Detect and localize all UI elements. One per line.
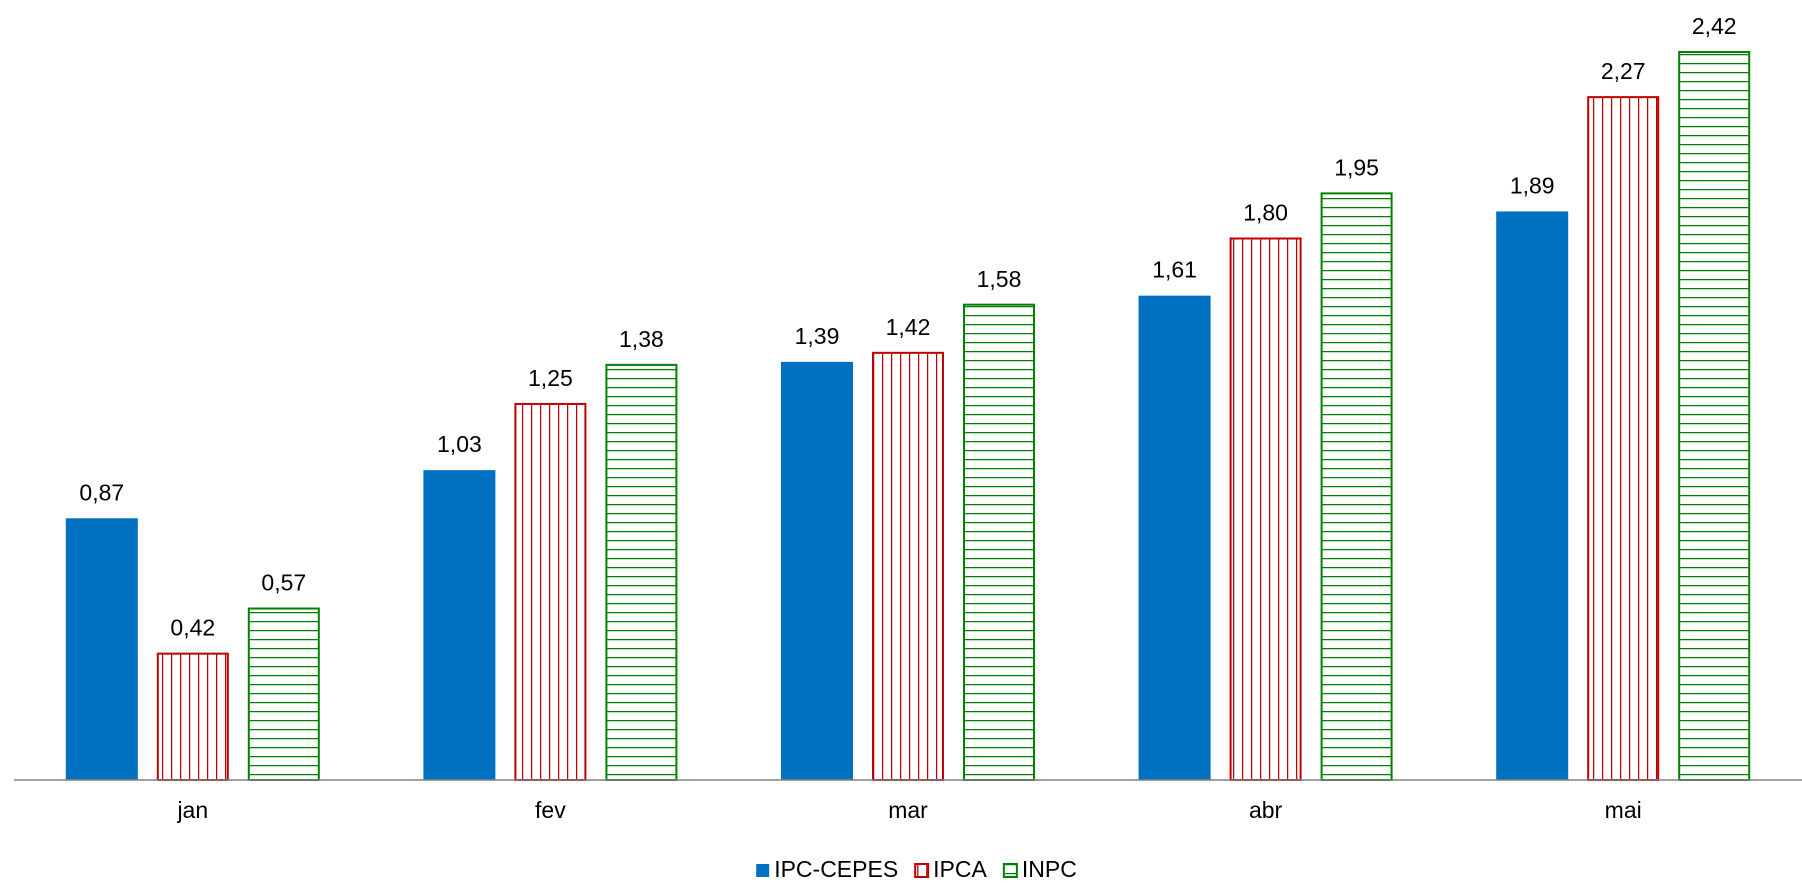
legend-label: IPCA	[933, 856, 987, 882]
value-label: 1,58	[977, 266, 1022, 292]
bar	[156, 652, 229, 781]
bar	[247, 607, 320, 781]
bar	[1320, 192, 1393, 781]
legend-label: INPC	[1022, 856, 1077, 882]
x-tick-label: fev	[535, 797, 566, 823]
legend-item: IPCA	[914, 856, 988, 882]
x-tick-label: abr	[1249, 797, 1283, 823]
value-label: 0,42	[170, 615, 215, 641]
bar	[514, 402, 587, 781]
bar	[1678, 51, 1751, 781]
legend-item: INPC	[1002, 856, 1077, 882]
value-label: 1,25	[528, 365, 573, 391]
value-label: 2,27	[1601, 58, 1646, 84]
value-label: 1,89	[1510, 173, 1555, 199]
value-label: 1,03	[437, 431, 482, 457]
value-label: 2,42	[1692, 13, 1737, 39]
bar	[1587, 96, 1660, 782]
legend: IPC-CEPES IPCA INPC	[756, 856, 1077, 882]
value-label: 0,87	[79, 479, 124, 505]
value-label: 1,38	[619, 326, 664, 352]
bar	[423, 470, 496, 780]
bar	[65, 518, 138, 780]
value-label: 1,80	[1243, 200, 1288, 226]
value-label: 1,42	[886, 314, 931, 340]
x-tick-label: mai	[1605, 797, 1642, 823]
legend-marker	[1002, 863, 1018, 878]
legend-marker	[914, 863, 930, 878]
legend-marker	[756, 864, 770, 877]
value-label: 1,61	[1152, 257, 1197, 283]
bar	[963, 303, 1035, 781]
bar	[1138, 295, 1211, 780]
x-tick-label: mar	[888, 797, 928, 823]
value-label: 0,57	[261, 570, 306, 596]
bar	[872, 351, 944, 781]
bar	[1496, 211, 1569, 781]
value-label: 1,39	[795, 323, 840, 349]
legend-item: IPC-CEPES	[756, 856, 898, 882]
x-tick-label: jan	[176, 797, 208, 823]
bar	[605, 363, 678, 781]
bar	[1229, 237, 1302, 781]
legend-label: IPC-CEPES	[774, 856, 898, 882]
bar	[781, 361, 853, 780]
value-label: 1,95	[1334, 154, 1379, 180]
